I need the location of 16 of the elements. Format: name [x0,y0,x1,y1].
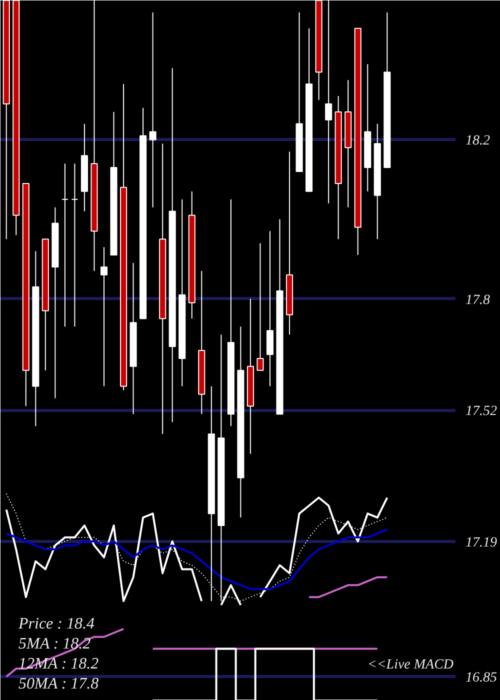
annotation: <<Live MACD [367,658,454,672]
candlestick [325,0,332,204]
line-series [5,528,388,590]
candlestick [61,163,68,328]
y-tick-label: 17.8 [466,292,490,308]
annotation: Price : 18.4 [18,616,94,632]
candlestick [71,163,78,328]
candlestick [266,230,274,387]
candlestick [100,246,108,387]
annotation: 50MA : 17.8 [18,676,99,692]
y-tick-label: 16.85 [466,670,497,686]
y-tick-label: 17.19 [466,535,497,550]
candlestick [256,242,264,371]
y-tick-label: 17.52 [466,404,497,420]
y-tick-label: 18.2 [466,134,490,149]
candlestick [149,12,156,208]
